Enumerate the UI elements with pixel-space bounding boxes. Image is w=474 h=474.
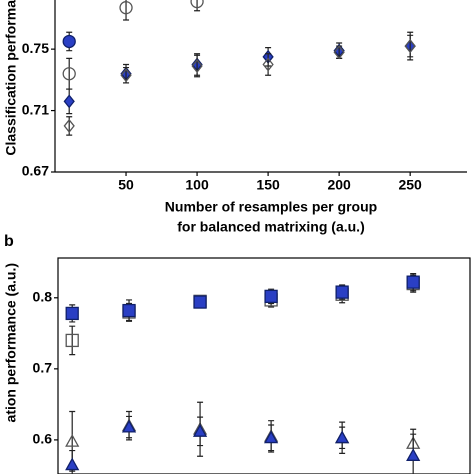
point — [62, 34, 76, 49]
y-axis-label: ation performance (a.u.) — [3, 263, 19, 422]
point — [121, 419, 137, 433]
error-bar — [407, 31, 414, 61]
point — [63, 118, 75, 133]
x-axis-label: Number of resamples per group — [165, 199, 377, 215]
point — [192, 424, 208, 437]
point — [193, 295, 207, 309]
y-tick-label: 0.6 — [33, 431, 53, 447]
y-axis-label: Classification performa — [3, 0, 19, 156]
point — [65, 333, 79, 348]
point — [120, 68, 132, 83]
point — [335, 285, 349, 299]
error-bar — [265, 53, 272, 76]
point — [63, 94, 75, 109]
y-tick-label: 0.67 — [22, 163, 49, 179]
error-bar — [194, 54, 201, 78]
point — [262, 57, 274, 72]
point — [335, 430, 350, 444]
x-tick-label: 200 — [327, 177, 351, 193]
point — [65, 433, 80, 447]
point — [406, 448, 421, 461]
point — [190, 0, 204, 9]
point — [62, 67, 76, 81]
x-axis-label: for balanced matrixing (a.u.) — [177, 219, 364, 235]
error-bar — [69, 325, 76, 356]
point — [263, 430, 279, 444]
point — [333, 45, 345, 60]
point — [404, 39, 416, 54]
plot-area — [62, 0, 416, 136]
x-tick-label: 150 — [256, 177, 280, 193]
x-tick-label: 100 — [185, 177, 209, 193]
error-bar — [194, 0, 201, 12]
point — [122, 303, 136, 318]
y-tick-label: 0.7 — [33, 360, 53, 376]
plot-area — [65, 273, 421, 474]
y-tick-label: 0.8 — [33, 288, 53, 304]
point — [264, 289, 278, 304]
y-tick-label: 0.75 — [22, 40, 49, 56]
panel-letter: b — [4, 233, 14, 250]
point — [65, 306, 79, 321]
point — [65, 457, 80, 471]
x-tick-label: 250 — [398, 177, 422, 193]
error-bar — [123, 0, 130, 21]
point — [191, 58, 203, 74]
y-tick-label: 0.71 — [22, 101, 49, 117]
error-bar — [66, 57, 73, 90]
point — [119, 1, 133, 15]
x-tick-label: 50 — [118, 177, 134, 193]
plot-frame — [57, 257, 471, 474]
point — [406, 275, 420, 289]
